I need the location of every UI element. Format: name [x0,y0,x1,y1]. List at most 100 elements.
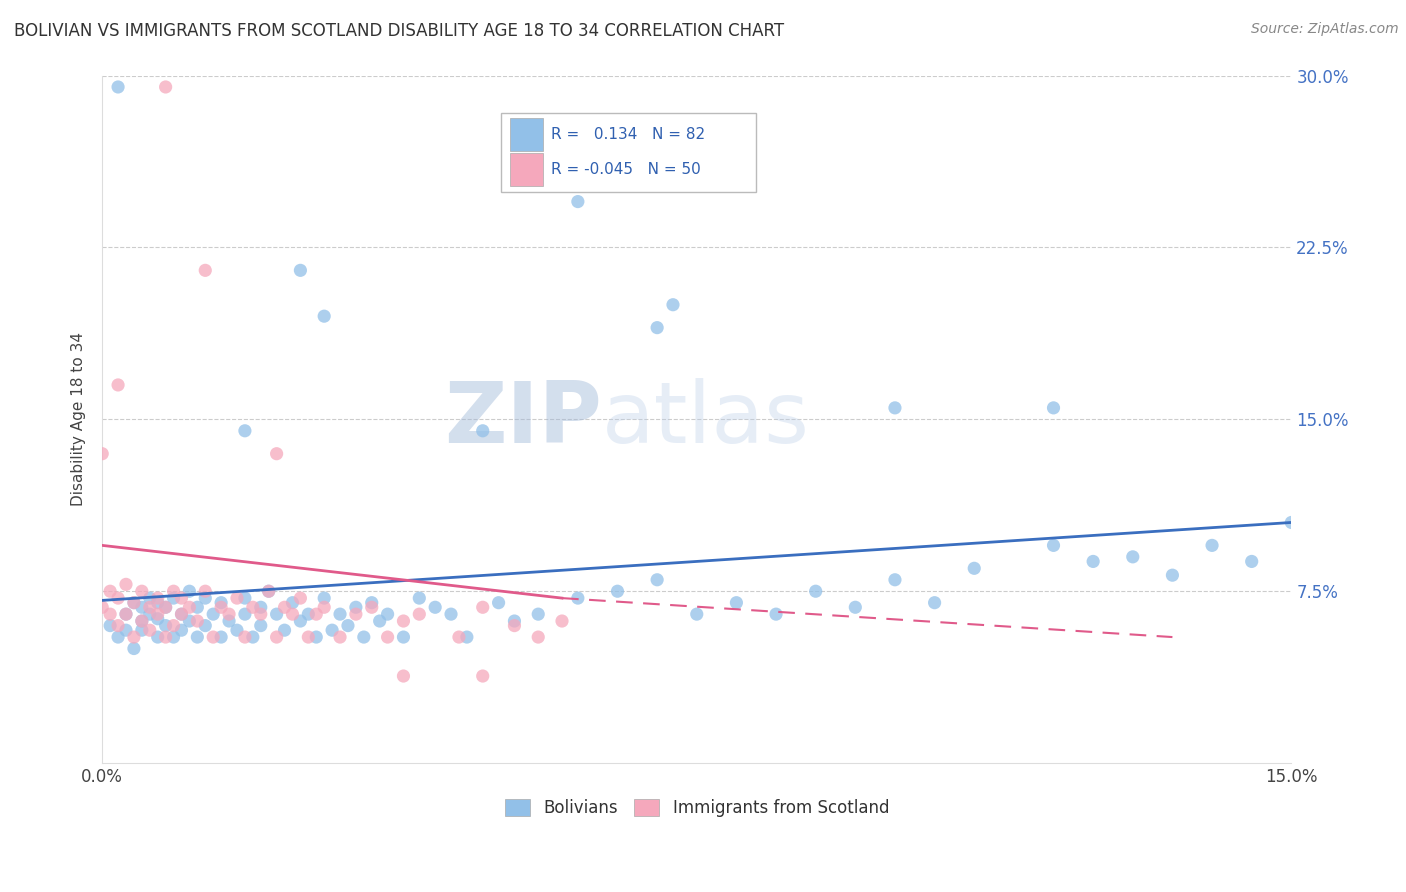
FancyBboxPatch shape [510,118,543,151]
FancyBboxPatch shape [510,153,543,186]
Point [226,591,249,606]
Point [266,630,288,644]
Point [924,596,946,610]
Point [329,630,352,644]
Text: Source: ZipAtlas.com: Source: ZipAtlas.com [1251,22,1399,37]
Point [266,447,288,461]
Point [1122,549,1144,564]
Point [408,607,430,622]
Point [209,630,232,644]
Point [98,607,121,622]
Point [290,591,312,606]
Text: ZIP: ZIP [444,378,602,461]
Point [567,194,589,209]
Point [218,607,240,622]
Point [344,607,367,622]
Point [305,607,328,622]
Point [765,607,787,622]
Point [1042,401,1064,415]
Point [139,607,162,622]
Point [567,591,589,606]
Point [804,584,827,599]
Point [1042,538,1064,552]
Point [963,561,986,575]
Point [360,596,382,610]
Point [155,630,177,644]
Point [551,614,574,628]
Point [377,630,399,644]
Point [122,641,145,656]
Point [503,614,526,628]
Point [305,630,328,644]
Point [146,591,169,606]
Point [155,618,177,632]
Point [194,263,217,277]
Point [662,298,685,312]
Point [131,584,153,599]
Y-axis label: Disability Age 18 to 34: Disability Age 18 to 34 [72,333,86,507]
Point [170,607,193,622]
Point [273,600,295,615]
Point [146,607,169,622]
Point [131,600,153,615]
Point [242,600,264,615]
Point [249,607,271,622]
Point [98,618,121,632]
Point [115,577,138,591]
Point [155,600,177,615]
Point [179,614,201,628]
Point [162,618,184,632]
Point [249,600,271,615]
Point [98,584,121,599]
Point [297,630,319,644]
FancyBboxPatch shape [501,113,756,193]
Point [273,623,295,637]
Point [281,607,304,622]
Point [645,320,668,334]
Point [471,600,494,615]
Point [122,630,145,644]
Point [146,596,169,610]
Point [209,596,232,610]
Point [290,263,312,277]
Point [186,614,208,628]
Point [290,614,312,628]
Point [107,591,129,606]
Point [155,600,177,615]
Point [645,573,668,587]
Point [139,591,162,606]
Point [1279,516,1302,530]
Point [606,584,628,599]
Point [266,607,288,622]
Point [91,447,114,461]
Point [170,607,193,622]
Point [115,607,138,622]
Point [527,607,550,622]
Point [1161,568,1184,582]
Point [186,600,208,615]
Point [471,669,494,683]
Point [249,618,271,632]
Point [146,612,169,626]
Point [281,596,304,610]
Point [122,596,145,610]
Point [456,630,478,644]
Point [1240,554,1263,568]
Point [194,618,217,632]
Point [107,630,129,644]
Point [233,630,256,644]
Point [471,424,494,438]
Point [392,614,415,628]
Point [884,401,907,415]
Point [179,600,201,615]
Point [131,623,153,637]
Point [368,614,391,628]
Point [686,607,709,622]
Point [329,607,352,622]
Point [115,623,138,637]
Point [194,591,217,606]
Point [179,584,201,599]
Point [392,669,415,683]
Legend: Bolivians, Immigrants from Scotland: Bolivians, Immigrants from Scotland [498,792,896,823]
Point [257,584,280,599]
